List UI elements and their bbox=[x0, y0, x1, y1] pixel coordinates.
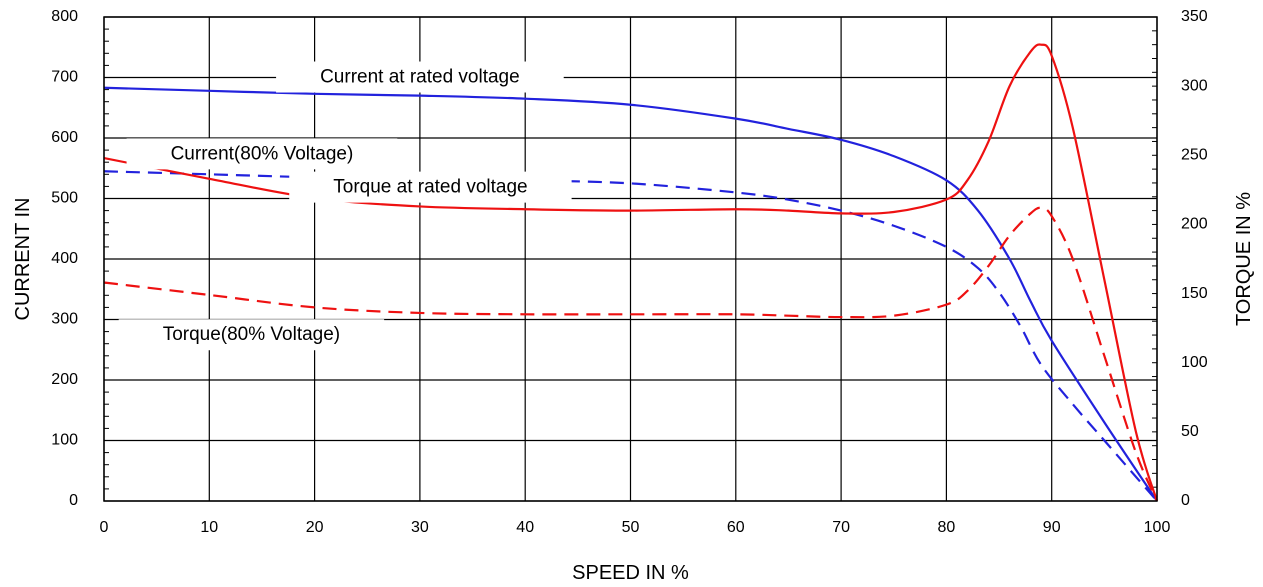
x-tick-label: 60 bbox=[727, 519, 745, 536]
y-right-tick-label: 250 bbox=[1181, 147, 1208, 164]
y-right-tick-labels: 0 50 100 150 200 250 300 350 bbox=[1181, 8, 1208, 509]
annotation-2: Torque at rated voltage bbox=[289, 171, 572, 203]
series-line-0 bbox=[103, 86, 1158, 502]
y-right-tick-label: 200 bbox=[1181, 216, 1208, 233]
x-tick-label: 20 bbox=[306, 519, 324, 536]
x-tick-label: 80 bbox=[938, 519, 956, 536]
x-tick-label: 0 bbox=[100, 519, 109, 536]
series-line-2 bbox=[103, 43, 1159, 502]
annotation-bg bbox=[126, 138, 398, 170]
y-right-tick-label: 50 bbox=[1181, 423, 1199, 440]
annotation-1: Current(80% Voltage) bbox=[126, 138, 398, 170]
y-left-tick-label: 0 bbox=[69, 492, 78, 509]
y-right-tick-label: 100 bbox=[1181, 354, 1208, 371]
y-right-tick-label: 300 bbox=[1181, 77, 1208, 94]
y-left-tick-labels: 0 100 200 300 400 500 600 700 800 bbox=[51, 8, 78, 509]
annotation-text: Current at rated voltage bbox=[320, 67, 520, 88]
x-tick-labels: 0 10 20 30 40 50 60 70 80 90 100 bbox=[100, 519, 1171, 536]
plot-frame bbox=[103, 16, 1158, 502]
x-tick-label: 30 bbox=[411, 519, 429, 536]
annotations: Current at rated voltage Current(80% Volt… bbox=[118, 61, 572, 351]
y-left-tick-label: 100 bbox=[51, 432, 78, 449]
y-left-axis-label: CURRENT IN bbox=[12, 198, 34, 321]
annotation-3: Torque(80% Voltage) bbox=[118, 319, 385, 351]
series-line-3 bbox=[103, 206, 1159, 502]
y-right-tick-label: 150 bbox=[1181, 285, 1208, 302]
annotation-bg bbox=[289, 171, 572, 203]
annotation-text: Torque(80% Voltage) bbox=[163, 324, 340, 345]
annotation-0: Current at rated voltage bbox=[276, 61, 564, 93]
annotation-text: Current(80% Voltage) bbox=[171, 143, 354, 164]
y-right-tick-label: 350 bbox=[1181, 8, 1208, 25]
y-left-tick-label: 500 bbox=[51, 190, 78, 207]
x-tick-label: 10 bbox=[200, 519, 218, 536]
annotation-bg bbox=[276, 61, 564, 93]
x-tick-label: 70 bbox=[832, 519, 850, 536]
y-left-tick-label: 700 bbox=[51, 69, 78, 86]
grid bbox=[103, 16, 1158, 502]
x-tick-label: 100 bbox=[1144, 519, 1171, 536]
y-right-axis-label: TORQUE IN % bbox=[1233, 192, 1255, 326]
y-left-tick-label: 800 bbox=[51, 8, 78, 25]
x-axis-label: SPEED IN % bbox=[572, 562, 689, 584]
y-left-tick-label: 400 bbox=[51, 250, 78, 267]
x-tick-label: 40 bbox=[516, 519, 534, 536]
y-left-tick-label: 200 bbox=[51, 371, 78, 388]
x-tick-label: 50 bbox=[622, 519, 640, 536]
annotation-bg bbox=[118, 319, 385, 351]
y-right-tick-label: 0 bbox=[1181, 492, 1190, 509]
y-left-tick-label: 300 bbox=[51, 311, 78, 328]
y-left-tick-label: 600 bbox=[51, 129, 78, 146]
annotation-text: Torque at rated voltage bbox=[333, 177, 527, 198]
x-tick-label: 90 bbox=[1043, 519, 1061, 536]
